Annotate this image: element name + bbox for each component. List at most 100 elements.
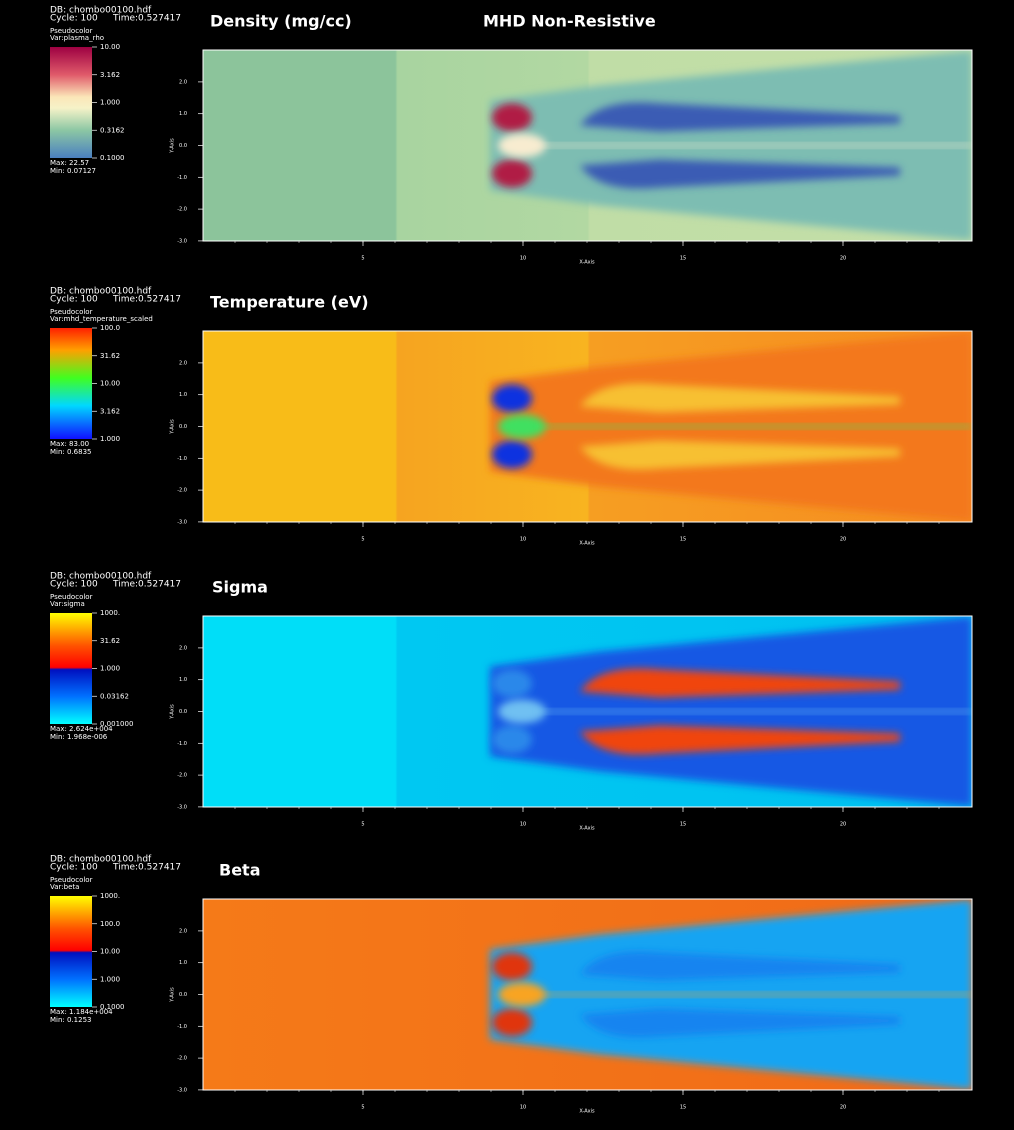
panel-title: Density (mg/cc) [210, 12, 352, 31]
colorbar-label: 1.000 [100, 99, 120, 107]
jet-blob [492, 440, 532, 469]
y-tick-label: -3.0 [177, 238, 187, 244]
y-tick-label: -1.0 [177, 175, 187, 181]
db-label: DB: chombo00100.hdf [50, 287, 152, 297]
y-tick-label: 0.0 [179, 709, 187, 715]
y-axis-label: Y-Axis [170, 704, 176, 720]
time-label: Time:0.527417 [112, 863, 181, 873]
y-tick-label: 2.0 [179, 928, 187, 934]
panel-title: Beta [219, 861, 261, 880]
x-tick-label: 15 [680, 537, 686, 543]
colorbar-label: 0.03162 [100, 692, 129, 700]
y-tick-label: 2.0 [179, 360, 187, 366]
jet-axis [540, 143, 972, 148]
cycle-label: Cycle: 100 [50, 295, 98, 305]
jet-lobe [580, 1008, 900, 1038]
panel: Density (mg/cc) DB: chombo00100.hdfCycle:… [50, 6, 973, 266]
x-tick-label: 5 [361, 537, 364, 543]
colorbar-label: 10.00 [100, 380, 120, 388]
jet-core [498, 699, 546, 724]
jet-axis [540, 992, 972, 997]
var-name: Var:sigma [50, 600, 85, 608]
colorbar-label: 31.62 [100, 352, 120, 360]
x-tick-label: 20 [840, 1105, 846, 1111]
min-label: Min: 0.1253 [50, 1016, 92, 1024]
jet-lobe [580, 159, 900, 189]
db-label: DB: chombo00100.hdf [50, 572, 152, 582]
field-image [203, 899, 972, 1090]
jet-blob [492, 725, 532, 754]
colorbar [50, 47, 92, 158]
colorbar [50, 613, 92, 724]
min-label: Min: 1.968e-006 [50, 733, 108, 741]
y-tick-label: 1.0 [179, 960, 187, 966]
time-label: Time:0.527417 [112, 295, 181, 305]
y-tick-label: -3.0 [177, 519, 187, 525]
jet-blob [492, 103, 532, 132]
plot-type: Pseudocolor [50, 27, 93, 35]
y-axis-label: Y-Axis [170, 138, 176, 154]
plot-type: Pseudocolor [50, 876, 93, 884]
x-tick-label: 5 [361, 256, 364, 262]
x-tick-label: 5 [361, 1105, 364, 1111]
y-tick-label: -2.0 [177, 1056, 187, 1062]
jet-blob [492, 159, 532, 188]
jet-axis [540, 424, 972, 429]
field-image [203, 50, 972, 241]
colorbar-label: 10.00 [100, 948, 120, 956]
jet-core [498, 133, 546, 158]
y-tick-label: -2.0 [177, 773, 187, 779]
x-axis-label: X-Axis [579, 260, 595, 266]
cycle-label: Cycle: 100 [50, 863, 98, 873]
jet-lobe [580, 440, 900, 470]
cycle-label: Cycle: 100 [50, 580, 98, 590]
x-axis-label: X-Axis [579, 541, 595, 547]
field-image [203, 616, 972, 807]
jet-blob [492, 1008, 532, 1037]
colorbar-label: 1.000 [100, 435, 120, 443]
x-axis-label: X-Axis [579, 1109, 595, 1115]
jet-lobe [580, 668, 900, 698]
x-axis-label: X-Axis [579, 826, 595, 832]
plot-type: Pseudocolor [50, 593, 93, 601]
y-axis-label: Y-Axis [170, 987, 176, 1003]
colorbar-label: 100.0 [100, 324, 120, 332]
y-tick-label: -3.0 [177, 804, 187, 810]
time-label: Time:0.527417 [112, 14, 181, 24]
colorbar-label: 3.162 [100, 71, 120, 79]
y-tick-label: 1.0 [179, 677, 187, 683]
var-name: Var:mhd_temperature_scaled [50, 315, 153, 323]
y-tick-label: 1.0 [179, 392, 187, 398]
y-tick-label: -1.0 [177, 1024, 187, 1030]
x-tick-label: 10 [520, 537, 526, 543]
y-tick-label: -2.0 [177, 207, 187, 213]
panel-title: Sigma [212, 578, 268, 597]
jet-axis [540, 709, 972, 714]
colorbar-label: 10.00 [100, 43, 120, 51]
max-label: Max: 2.624e+004 [50, 725, 113, 733]
cycle-label: Cycle: 100 [50, 14, 98, 24]
x-tick-label: 10 [520, 1105, 526, 1111]
y-tick-label: -3.0 [177, 1087, 187, 1093]
y-tick-label: 1.0 [179, 111, 187, 117]
colorbar-label: 0.001000 [100, 720, 133, 728]
time-label: Time:0.527417 [112, 580, 181, 590]
x-tick-label: 20 [840, 256, 846, 262]
jet-lobe [580, 383, 900, 413]
colorbar-label: 1.000 [100, 975, 120, 983]
colorbar [50, 896, 92, 1007]
panel-title: Temperature (eV) [210, 293, 369, 312]
field-image [203, 331, 972, 522]
colorbar-label: 3.162 [100, 407, 120, 415]
var-name: Var:beta [50, 883, 79, 891]
db-label: DB: chombo00100.hdf [50, 6, 152, 16]
x-tick-label: 10 [520, 256, 526, 262]
colorbar-label: 0.1000 [100, 154, 125, 162]
colorbar-label: 0.1000 [100, 1003, 125, 1011]
y-tick-label: 0.0 [179, 992, 187, 998]
colorbar-label: 1.000 [100, 665, 120, 673]
y-tick-label: 2.0 [179, 645, 187, 651]
colorbar-label: 100.0 [100, 920, 120, 928]
